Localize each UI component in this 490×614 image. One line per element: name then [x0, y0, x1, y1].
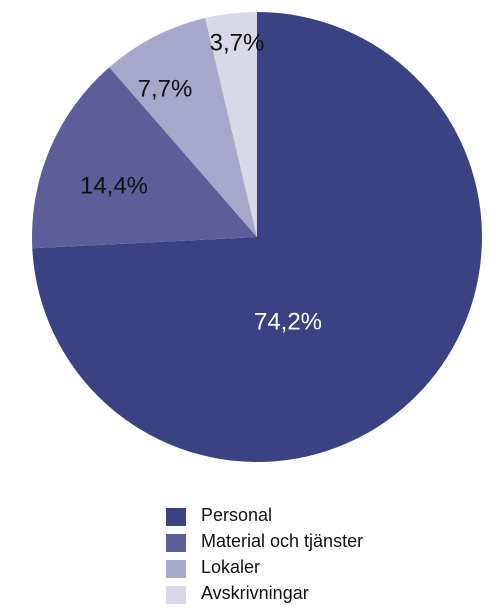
legend-swatch	[166, 508, 186, 526]
pie-slice-material-och-tjänster	[31, 67, 258, 249]
pie-slice-personal	[32, 12, 482, 462]
legend-swatch	[166, 534, 186, 552]
slice-label: 7,7%	[138, 76, 193, 103]
slice-label: 3,7%	[210, 30, 265, 57]
legend-label: Personal	[201, 505, 273, 525]
slice-label: 74,2%	[254, 309, 322, 336]
legend-label: Lokaler	[201, 557, 261, 577]
legend-label: Avskrivningar	[201, 583, 309, 603]
slice-labels: 74,2% 14,4% 7,7% 3,7%	[80, 30, 322, 336]
legend-label: Material och tjänster	[201, 531, 364, 551]
legend-swatch	[166, 586, 186, 604]
legend-swatch	[166, 560, 186, 578]
pie-chart: 74,2% 14,4% 7,7% 3,7%	[31, 12, 482, 462]
pie-slice-lokaler	[109, 18, 258, 237]
pie-slice-avskrivningar	[205, 12, 257, 237]
pie-slices	[31, 12, 482, 462]
slice-label: 14,4%	[80, 173, 148, 200]
